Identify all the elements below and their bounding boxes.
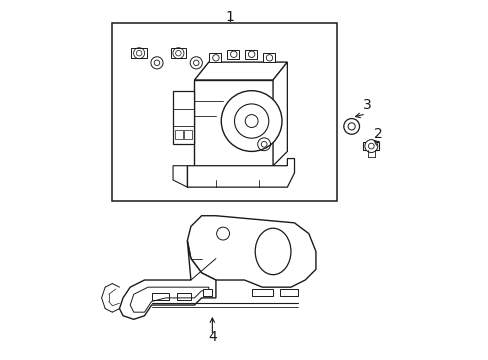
Polygon shape (130, 287, 208, 312)
Circle shape (343, 118, 359, 134)
Polygon shape (187, 158, 294, 187)
Bar (227, 50, 238, 59)
Bar (112, 23, 337, 202)
Circle shape (364, 140, 377, 153)
Polygon shape (187, 216, 315, 287)
Bar (176, 293, 190, 300)
Polygon shape (272, 62, 287, 166)
Circle shape (221, 91, 282, 152)
Polygon shape (173, 91, 194, 144)
Polygon shape (194, 62, 287, 80)
Bar (244, 50, 256, 59)
Text: 4: 4 (207, 330, 216, 344)
Bar (170, 49, 186, 58)
Polygon shape (119, 241, 216, 319)
Bar (203, 289, 212, 296)
Bar (263, 53, 274, 62)
Bar (363, 142, 378, 150)
Bar (175, 130, 183, 139)
Bar (131, 49, 147, 58)
Bar (209, 53, 221, 62)
Polygon shape (194, 80, 272, 166)
Polygon shape (173, 166, 187, 187)
Text: 3: 3 (363, 98, 371, 112)
Bar (251, 289, 272, 296)
Bar (280, 289, 298, 296)
Text: 1: 1 (225, 10, 234, 24)
Bar (184, 130, 192, 139)
Bar (151, 293, 169, 300)
Text: 2: 2 (373, 127, 382, 140)
